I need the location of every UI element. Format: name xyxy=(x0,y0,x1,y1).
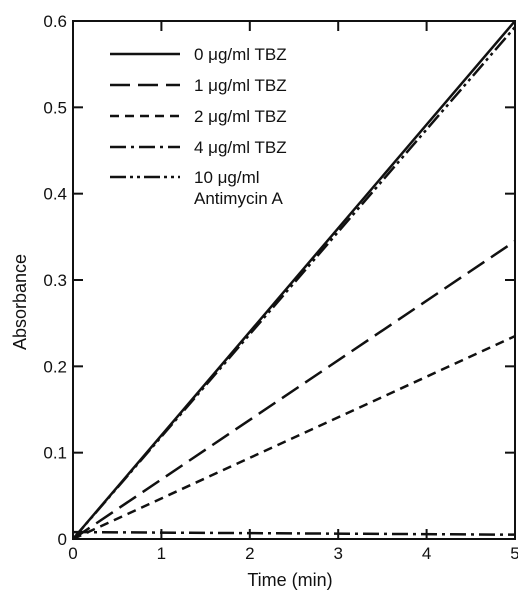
x-tick-label: 4 xyxy=(422,544,431,563)
x-tick-label: 3 xyxy=(333,544,342,563)
legend-label-4: 10 μg/ml xyxy=(194,168,260,187)
series-line-2 xyxy=(72,334,516,541)
y-tick-label: 0.4 xyxy=(43,185,67,204)
y-tick-label: 0.5 xyxy=(43,98,67,117)
legend-label-3: 4 μg/ml TBZ xyxy=(194,138,287,157)
series-line-3 xyxy=(72,530,516,536)
tick-layer: 0 0.1 0.2 0.3 0.4 0.5 0.6 0 1 2 3 4 5 xyxy=(43,12,518,563)
x-tick-label: 1 xyxy=(157,544,166,563)
x-axis-label: Time (min) xyxy=(247,570,332,590)
y-axis-label: Absorbance xyxy=(10,254,30,350)
y-tick-label: 0.2 xyxy=(43,357,67,376)
legend-label-4-line2: Antimycin A xyxy=(194,189,283,208)
legend: 0 μg/ml TBZ 1 μg/ml TBZ 2 μg/ml TBZ 4 μg/ml… xyxy=(110,45,287,208)
y-tick-label: 0 xyxy=(58,530,67,549)
legend-label-2: 2 μg/ml TBZ xyxy=(194,107,287,126)
legend-label-0: 0 μg/ml TBZ xyxy=(194,45,287,64)
series-line-1 xyxy=(72,240,516,541)
y-tick-label: 0.3 xyxy=(43,271,67,290)
y-tick-label: 0.1 xyxy=(43,444,67,463)
series-layer xyxy=(72,20,516,541)
x-tick-label: 2 xyxy=(245,544,254,563)
x-tick-label: 5 xyxy=(510,544,518,563)
series-line-4 xyxy=(72,26,516,540)
legend-label-1: 1 μg/ml TBZ xyxy=(194,76,287,95)
x-tick-label: 0 xyxy=(68,544,77,563)
y-tick-label: 0.6 xyxy=(43,12,67,31)
